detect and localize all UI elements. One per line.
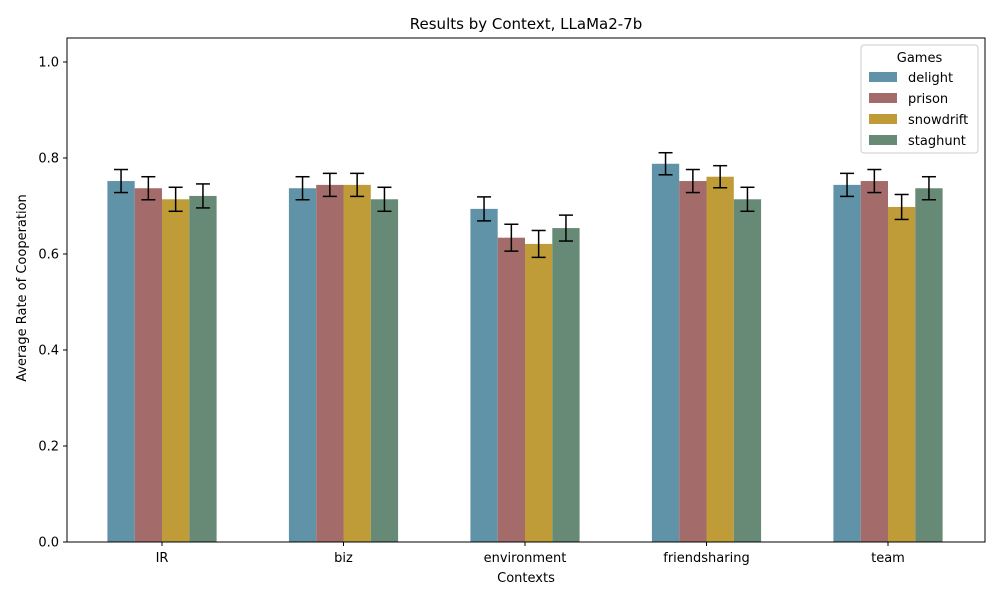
error-bar-delight-biz xyxy=(295,175,310,201)
error-bar-staghunt-environment xyxy=(558,214,573,242)
bar-prison-friendsharing xyxy=(679,181,707,543)
y-tick-label: 0.8 xyxy=(38,152,59,167)
x-tick-label-IR: IR xyxy=(156,551,169,566)
y-tick-label: 1.0 xyxy=(38,56,59,71)
y-tick-label: 0.4 xyxy=(38,344,59,359)
bar-staghunt-IR xyxy=(189,195,217,543)
bar-delight-environment xyxy=(470,208,498,542)
bar-staghunt-environment xyxy=(552,228,580,542)
error-bar-delight-friendsharing xyxy=(658,151,673,176)
bar-prison-environment xyxy=(497,237,525,542)
bar-snowdrift-environment xyxy=(525,243,553,543)
bar-snowdrift-biz xyxy=(343,184,371,542)
x-tick-label-environment: environment xyxy=(484,551,567,566)
error-bar-staghunt-biz xyxy=(377,186,392,213)
x-tick-label-biz: biz xyxy=(334,551,353,566)
y-tick-label: 0.6 xyxy=(38,248,59,263)
bar-delight-biz xyxy=(288,188,317,543)
y-tick-label: 0.0 xyxy=(38,536,59,551)
error-bar-snowdrift-friendsharing xyxy=(713,164,728,189)
bar-prison-team xyxy=(860,181,888,543)
error-bar-prison-environment xyxy=(504,223,519,252)
x-tick-label-team: team xyxy=(871,551,905,566)
bar-staghunt-biz xyxy=(370,199,399,542)
bar-staghunt-team xyxy=(915,188,943,543)
y-tick-label: 0.2 xyxy=(38,440,59,455)
bar-delight-team xyxy=(833,184,861,542)
error-bar-delight-team xyxy=(840,172,855,198)
legend-swatch-prison xyxy=(869,93,897,103)
error-bar-staghunt-IR xyxy=(195,183,210,209)
x-axis-label: Contexts xyxy=(497,571,555,586)
bar-prison-biz xyxy=(316,184,344,542)
plot-frame xyxy=(66,37,986,543)
bar-delight-IR xyxy=(107,181,135,543)
legend-label-delight: delight xyxy=(908,71,953,86)
bar-prison-IR xyxy=(134,188,162,543)
legend-title: Games xyxy=(897,51,943,66)
error-bar-snowdrift-IR xyxy=(168,186,183,213)
error-bar-staghunt-friendsharing xyxy=(740,186,755,213)
bar-staghunt-friendsharing xyxy=(733,199,762,542)
error-bar-delight-IR xyxy=(114,168,129,194)
legend-swatch-snowdrift xyxy=(869,114,897,124)
error-bar-delight-environment xyxy=(477,196,492,222)
y-axis-label: Average Rate of Cooperation xyxy=(15,194,30,382)
error-bar-staghunt-team xyxy=(921,175,936,201)
bar-snowdrift-IR xyxy=(162,199,190,542)
error-bar-prison-team xyxy=(867,168,882,194)
legend-label-staghunt: staghunt xyxy=(908,134,966,149)
chart-title: Results by Context, LLaMa2-7b xyxy=(410,15,642,33)
error-bar-prison-IR xyxy=(141,175,156,201)
legend: Games delight prison snowdrift staghunt xyxy=(860,44,979,154)
bar-snowdrift-friendsharing xyxy=(706,176,734,542)
error-bar-snowdrift-environment xyxy=(531,229,546,259)
error-bar-snowdrift-biz xyxy=(350,172,365,198)
error-bar-prison-friendsharing xyxy=(685,168,700,194)
bar-snowdrift-team xyxy=(888,206,916,542)
legend-label-snowdrift: snowdrift xyxy=(908,113,968,128)
plot-area: 0.0 0.2 0.4 0.6 0.8 1.0 IR biz environment friend… xyxy=(38,37,986,566)
bar-delight-friendsharing xyxy=(651,163,680,542)
legend-swatch-delight xyxy=(869,72,897,82)
error-bar-prison-biz xyxy=(322,172,337,198)
legend-swatch-staghunt xyxy=(869,135,897,145)
x-tick-label-friendsharing: friendsharing xyxy=(663,551,749,566)
error-bar-snowdrift-team xyxy=(894,193,909,221)
legend-label-prison: prison xyxy=(908,92,948,107)
